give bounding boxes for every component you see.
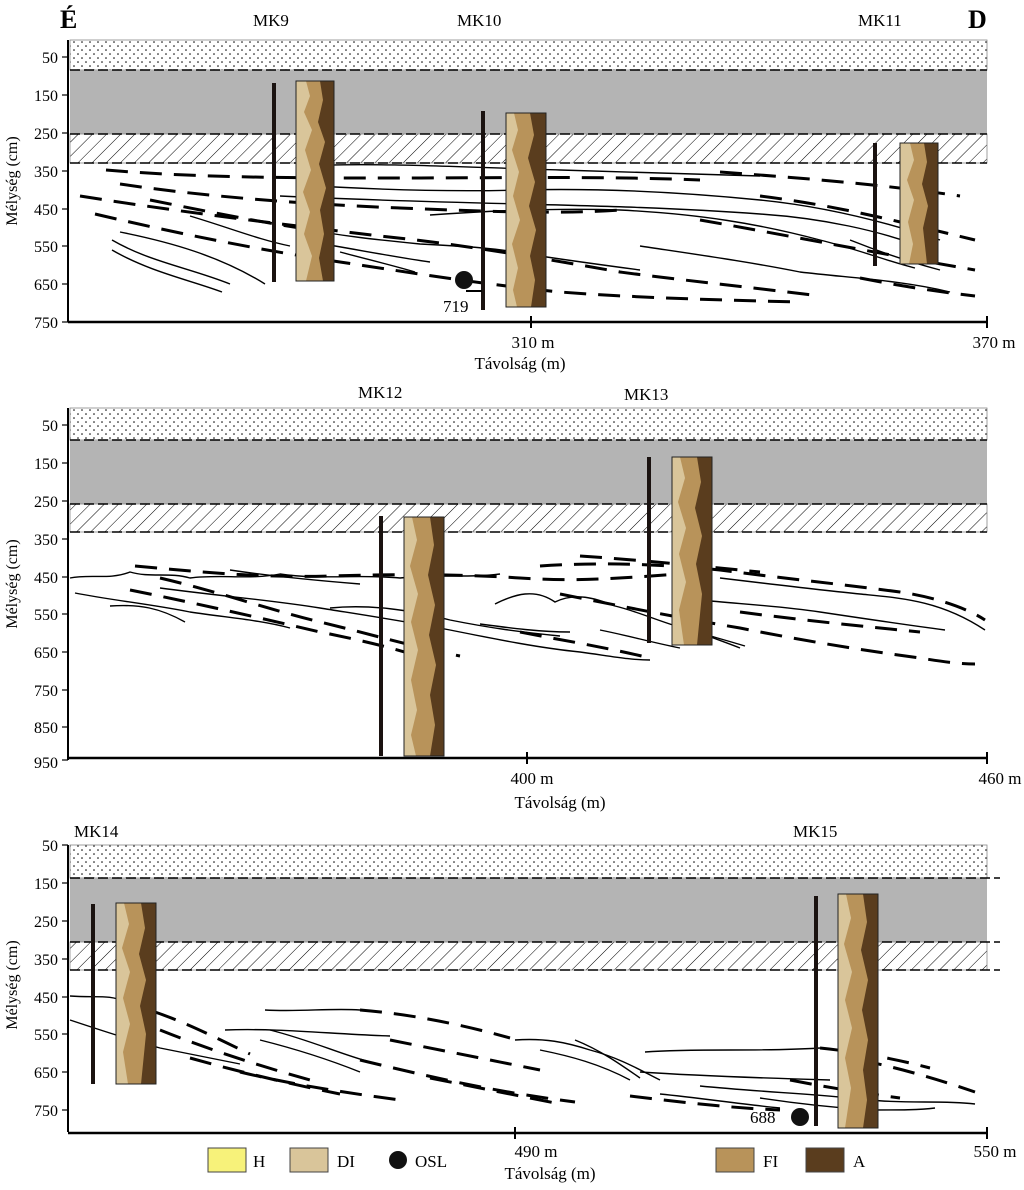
south-direction-label: D bbox=[968, 5, 987, 34]
panel-3: 50 150 250 350 450 550 650 750 Mélység (… bbox=[4, 822, 1016, 1183]
x-tick: 400 m bbox=[511, 769, 554, 788]
well-label-mk15: MK15 bbox=[793, 822, 837, 841]
well-bar-mk12 bbox=[379, 516, 383, 756]
x-tick: 370 m bbox=[973, 333, 1016, 352]
legend-label-di: DI bbox=[337, 1152, 355, 1171]
y-tick: 350 bbox=[34, 532, 58, 549]
core-column-mk10 bbox=[505, 112, 547, 308]
well-bar-mk10 bbox=[481, 111, 485, 310]
solid-reflectors bbox=[111, 163, 951, 293]
osl-sample-label: 719 bbox=[443, 297, 469, 316]
core-column-mk12 bbox=[403, 516, 445, 757]
y-tick: 550 bbox=[34, 1027, 58, 1044]
y-tick: 850 bbox=[34, 720, 58, 737]
well-bar-mk14 bbox=[91, 904, 95, 1084]
y-tick: 650 bbox=[34, 645, 58, 662]
osl-sample-marker bbox=[791, 1108, 809, 1126]
x-axis-label: Távolság (m) bbox=[504, 1164, 595, 1183]
x-axis-label: Távolság (m) bbox=[514, 793, 605, 812]
dashed-reflectors bbox=[129, 554, 986, 666]
core-column-mk9 bbox=[295, 80, 335, 282]
well-bar-mk13 bbox=[647, 457, 651, 643]
dotted-layer bbox=[69, 844, 988, 879]
legend-swatch-a bbox=[805, 1147, 845, 1173]
core-column-mk13 bbox=[671, 456, 713, 646]
legend-label-osl: OSL bbox=[415, 1152, 447, 1171]
dotted-layer bbox=[69, 39, 988, 71]
well-label-mk11: MK11 bbox=[858, 11, 902, 30]
y-tick: 750 bbox=[34, 315, 58, 332]
gray-layer bbox=[70, 440, 987, 504]
y-tick: 50 bbox=[42, 838, 58, 855]
y-tick: 950 bbox=[34, 755, 58, 772]
dotted-layer bbox=[69, 407, 988, 441]
well-label-mk14: MK14 bbox=[74, 822, 119, 841]
dashed-reflectors bbox=[154, 1008, 976, 1112]
core-column-mk14 bbox=[115, 902, 157, 1085]
y-tick: 150 bbox=[34, 88, 58, 105]
north-direction-label: É bbox=[60, 5, 77, 34]
legend-label-h: H bbox=[253, 1152, 265, 1171]
y-axis-label: Mélység (cm) bbox=[4, 136, 21, 225]
well-label-mk13: MK13 bbox=[624, 385, 668, 404]
hatched-layer bbox=[69, 503, 988, 533]
legend-label-a: A bbox=[853, 1152, 866, 1171]
x-tick: 490 m bbox=[515, 1142, 558, 1161]
core-column-mk11 bbox=[899, 142, 939, 265]
y-tick: 250 bbox=[34, 914, 58, 931]
well-label-mk12: MK12 bbox=[358, 383, 402, 402]
x-tick: 460 m bbox=[979, 769, 1022, 788]
panel-2: 50 150 250 350 450 550 650 750 850 950 M… bbox=[4, 383, 1021, 812]
osl-sample-label: 688 bbox=[750, 1108, 776, 1127]
y-tick: 50 bbox=[42, 50, 58, 67]
x-tick: 550 m bbox=[974, 1142, 1017, 1161]
y-tick: 650 bbox=[34, 277, 58, 294]
y-tick: 150 bbox=[34, 456, 58, 473]
y-tick: 550 bbox=[34, 239, 58, 256]
well-bar-mk15 bbox=[814, 896, 818, 1126]
x-axis-label: Távolság (m) bbox=[474, 354, 565, 373]
well-bar-mk9 bbox=[272, 83, 276, 282]
well-label-mk10: MK10 bbox=[457, 11, 501, 30]
legend-label-fi: FI bbox=[763, 1152, 778, 1171]
y-tick: 450 bbox=[34, 570, 58, 587]
y-tick: 350 bbox=[34, 952, 58, 969]
y-tick: 450 bbox=[34, 990, 58, 1007]
x-tick: 310 m bbox=[512, 333, 555, 352]
legend: H DI OSL FI A bbox=[207, 1147, 866, 1173]
legend-swatch-h bbox=[207, 1147, 247, 1173]
y-tick: 250 bbox=[34, 494, 58, 511]
y-tick: 750 bbox=[34, 683, 58, 700]
y-tick: 550 bbox=[34, 607, 58, 624]
well-bar-mk11 bbox=[873, 143, 877, 266]
y-tick: 750 bbox=[34, 1103, 58, 1120]
legend-swatch-di bbox=[289, 1147, 329, 1173]
y-tick: 250 bbox=[34, 126, 58, 143]
osl-sample-marker bbox=[455, 271, 473, 289]
y-tick: 150 bbox=[34, 876, 58, 893]
gray-layer bbox=[70, 878, 987, 942]
y-axis-label: Mélység (cm) bbox=[4, 539, 21, 628]
well-label-mk9: MK9 bbox=[253, 11, 289, 30]
core-column-mk15 bbox=[837, 893, 879, 1129]
legend-osl-marker bbox=[389, 1151, 407, 1169]
panel-1: 50 150 250 350 450 550 650 750 Mélység (… bbox=[4, 11, 1015, 373]
legend-swatch-fi bbox=[715, 1147, 755, 1173]
y-tick: 450 bbox=[34, 202, 58, 219]
y-tick: 50 bbox=[42, 418, 58, 435]
y-tick: 350 bbox=[34, 164, 58, 181]
y-axis-label: Mélység (cm) bbox=[4, 940, 21, 1029]
y-tick: 650 bbox=[34, 1065, 58, 1082]
hatched-layer bbox=[69, 941, 988, 971]
